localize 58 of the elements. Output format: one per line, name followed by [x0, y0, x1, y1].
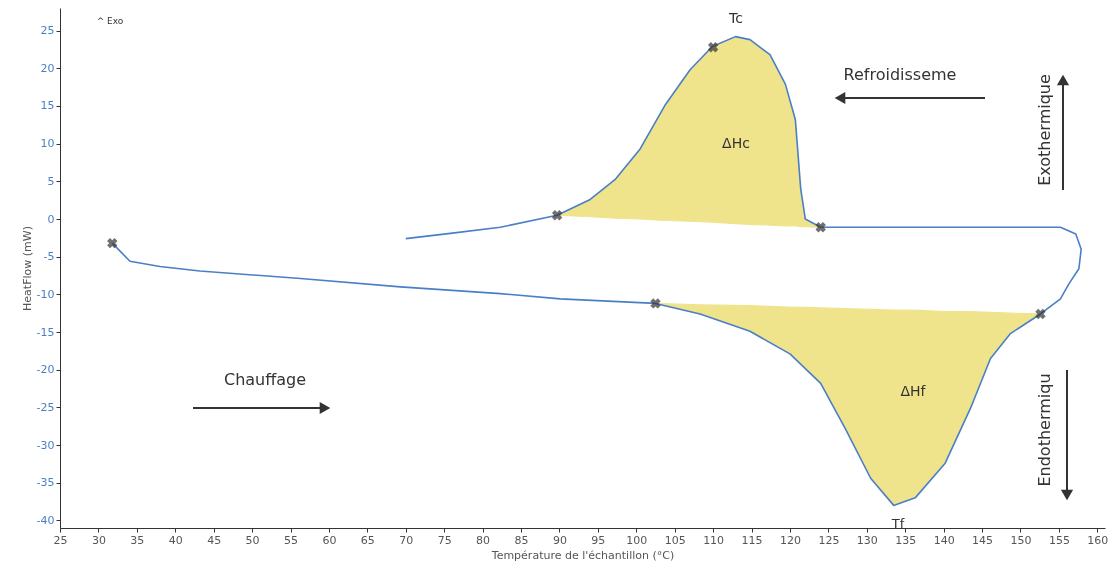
x-tick-label: 125	[818, 533, 840, 547]
y-tick-label: 10	[40, 137, 55, 151]
x-tick-label: 85	[514, 533, 529, 547]
point	[551, 210, 563, 221]
y-tick-label: -10	[36, 287, 55, 301]
x-tick-label: 150	[1010, 533, 1032, 547]
x-tick-label: 155	[1048, 533, 1070, 547]
annotation: Exothermique	[1035, 74, 1054, 186]
x-tick-label: 55	[284, 533, 299, 547]
x-tick-label: 145	[972, 533, 994, 547]
point	[650, 298, 661, 309]
x-tick-label: 120	[779, 533, 801, 547]
x-tick-label: 135	[895, 533, 917, 547]
point	[1035, 308, 1046, 320]
x-tick-label: 40	[168, 533, 183, 547]
y-tick-label: -20	[36, 363, 55, 377]
point	[707, 42, 719, 53]
annotation: Tc	[728, 10, 743, 26]
x-tick-label: 50	[245, 533, 260, 547]
point	[815, 222, 826, 233]
x-tick-label: 80	[476, 533, 491, 547]
point	[107, 237, 118, 249]
x-tick-label: 30	[91, 533, 106, 547]
annotation: ΔHc	[722, 135, 750, 151]
x-tick-label: 105	[664, 533, 686, 547]
y-tick-label: -35	[36, 476, 55, 490]
y-tick-label: -30	[36, 438, 55, 452]
y-tick-label: 5	[47, 174, 55, 188]
annotation: ^ Exo	[96, 16, 124, 26]
y-tick-label: 25	[40, 24, 55, 38]
x-tick-label: 60	[322, 533, 337, 547]
y-tick-label: 0	[47, 212, 55, 226]
y-tick-label: 15	[40, 99, 55, 113]
x-tick-label: 95	[591, 533, 606, 547]
x-tick-label: 130	[856, 533, 878, 547]
x-tick-label: 90	[552, 533, 567, 547]
annotation: ΔHf	[900, 383, 927, 399]
x-tick-label: 45	[207, 533, 222, 547]
y-tick-label: -25	[36, 400, 55, 414]
x-tick-label: 100	[626, 533, 648, 547]
x-tick-label: 65	[360, 533, 375, 547]
x-tick-label: 35	[130, 533, 145, 547]
x-tick-label: 115	[741, 533, 763, 547]
y-tick-label: -15	[36, 325, 55, 339]
x-tick-label: 70	[399, 533, 414, 547]
annotation: Refroidisseme	[843, 65, 957, 84]
y-tick-label: 20	[40, 61, 55, 75]
x-tick-label: 110	[703, 533, 725, 547]
x-tick-label: 75	[437, 533, 452, 547]
x-tick-label: 140	[933, 533, 955, 547]
y-tick-label: -40	[36, 513, 55, 527]
annotation: Tf	[890, 516, 905, 531]
annotation: Chauffage	[223, 370, 307, 389]
y-tick-label: -5	[43, 250, 55, 264]
x-tick-label: 160	[1087, 533, 1109, 547]
annotation: Endothermiqu	[1035, 373, 1054, 487]
x-axis-title: Température de l'échantillon (°C)	[490, 548, 675, 562]
y-axis-title: HeatFlow (mW)	[20, 226, 34, 311]
